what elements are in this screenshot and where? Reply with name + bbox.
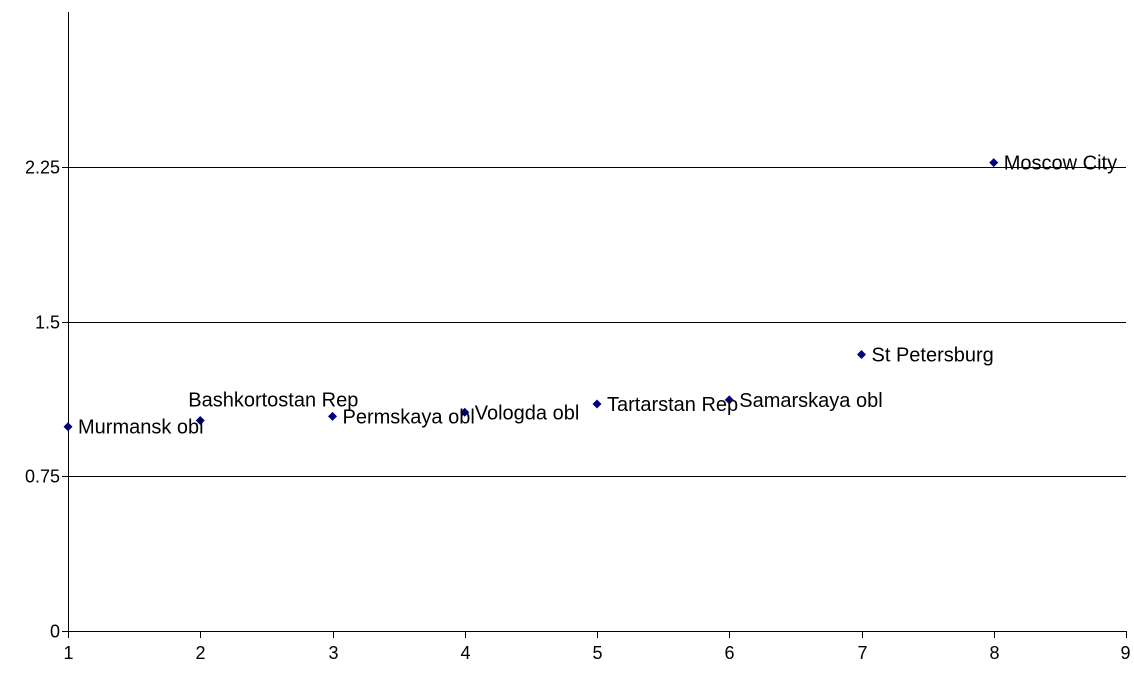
y-tick-label: 2.25 <box>25 158 60 178</box>
x-tick-label: 2 <box>195 643 205 663</box>
data-point-label: Moscow City <box>1004 153 1117 175</box>
data-points <box>63 158 999 432</box>
y-tick-label: 0.75 <box>25 467 60 487</box>
x-tick-label: 5 <box>592 643 602 663</box>
data-point <box>195 416 205 426</box>
data-point <box>724 395 734 405</box>
gridlines <box>68 167 1126 477</box>
y-tick-label: 1.5 <box>35 313 60 333</box>
x-tick-label: 4 <box>460 643 470 663</box>
x-tick-label: 1 <box>63 643 73 663</box>
x-tick-label: 6 <box>724 643 734 663</box>
y-tick-label: 0 <box>50 622 60 642</box>
data-point <box>460 407 470 417</box>
x-tick-label: 7 <box>857 643 867 663</box>
x-tick-label: 3 <box>328 643 338 663</box>
axes <box>68 12 1126 632</box>
x-tick-label: 9 <box>1120 643 1130 663</box>
data-point-label: Bashkortostan Rep <box>188 390 358 412</box>
data-point <box>63 422 73 432</box>
data-point-label: Murmansk obl <box>78 417 204 439</box>
tick-labels: 0 0.75 1.5 2.25 1 2 3 4 5 6 7 8 9 <box>25 158 1131 664</box>
data-point <box>592 399 602 409</box>
data-point-label: St Petersburg <box>872 345 994 367</box>
data-point-label: Samarskaya obl <box>739 390 882 412</box>
data-point-label: Tartarstan Rep <box>607 394 738 416</box>
data-point <box>328 411 337 421</box>
data-point-label: Vologda obl <box>475 402 580 424</box>
x-tick-label: 8 <box>989 643 999 663</box>
data-point <box>989 158 999 168</box>
data-point <box>857 350 866 360</box>
data-point-label: Permskaya obl <box>343 406 475 428</box>
